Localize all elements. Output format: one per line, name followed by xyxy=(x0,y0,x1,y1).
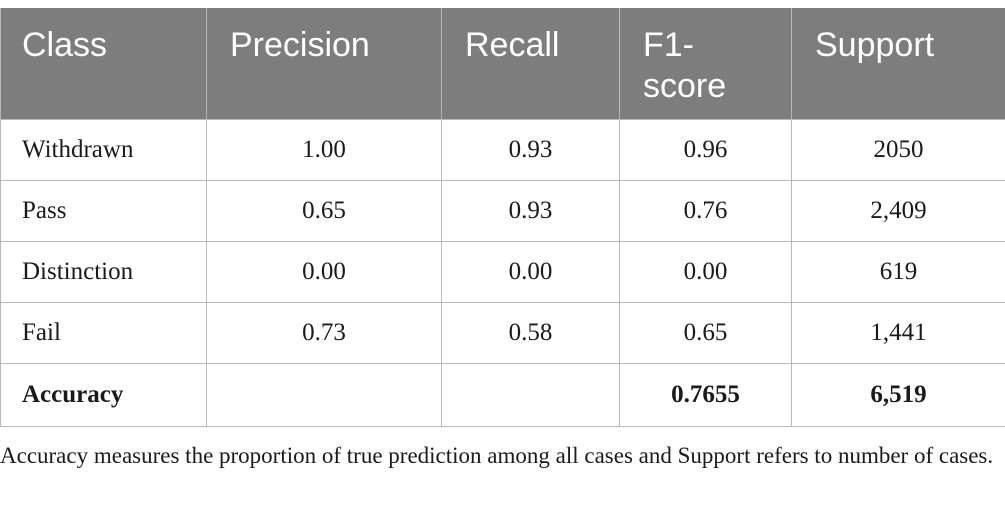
cell-support: 2,409 xyxy=(791,180,1005,242)
table-footnote: Accuracy measures the proportion of true… xyxy=(0,443,994,468)
cell-f1: 0.00 xyxy=(619,241,792,303)
cell-recall: 0.93 xyxy=(441,180,620,242)
cell-f1: 0.65 xyxy=(619,302,792,364)
cell-class: Pass xyxy=(0,180,207,242)
cell-class: Accuracy xyxy=(0,363,207,427)
table-header-row: Class Precision Recall F1- score Support xyxy=(0,8,1005,120)
cell-class: Withdrawn xyxy=(0,119,207,181)
cell-class: Fail xyxy=(0,302,207,364)
classification-report-table: Class Precision Recall F1- score Support… xyxy=(0,8,1005,427)
cell-recall xyxy=(441,363,620,427)
header-precision: Precision xyxy=(206,8,442,120)
cell-f1: 0.96 xyxy=(619,119,792,181)
cell-class: Distinction xyxy=(0,241,207,303)
cell-precision: 1.00 xyxy=(206,119,442,181)
table-row: Fail 0.73 0.58 0.65 1,441 xyxy=(0,302,1005,364)
header-f1-score: F1- score xyxy=(619,8,792,120)
cell-support: 619 xyxy=(791,241,1005,303)
header-class: Class xyxy=(0,8,207,120)
cell-recall: 0.00 xyxy=(441,241,620,303)
cell-support: 1,441 xyxy=(791,302,1005,364)
cell-precision: 0.00 xyxy=(206,241,442,303)
cell-precision xyxy=(206,363,442,427)
cell-precision: 0.65 xyxy=(206,180,442,242)
cell-f1: 0.7655 xyxy=(619,363,792,427)
cell-precision: 0.73 xyxy=(206,302,442,364)
table-row: Pass 0.65 0.93 0.76 2,409 xyxy=(0,180,1005,242)
cell-f1: 0.76 xyxy=(619,180,792,242)
cell-support: 6,519 xyxy=(791,363,1005,427)
table-row: Withdrawn 1.00 0.93 0.96 2050 xyxy=(0,119,1005,181)
cell-support: 2050 xyxy=(791,119,1005,181)
table-row: Distinction 0.00 0.00 0.00 619 xyxy=(0,241,1005,303)
cell-recall: 0.58 xyxy=(441,302,620,364)
cell-recall: 0.93 xyxy=(441,119,620,181)
accuracy-row: Accuracy 0.7655 6,519 xyxy=(0,363,1005,427)
header-recall: Recall xyxy=(441,8,620,120)
header-support: Support xyxy=(791,8,1005,120)
